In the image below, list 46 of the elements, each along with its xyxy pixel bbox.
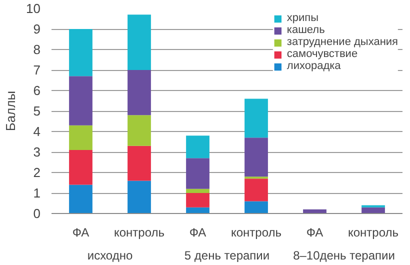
bar: [128, 115, 151, 146]
bar: [69, 184, 92, 214]
x-tick-label: контроль: [230, 226, 282, 240]
text: 8–10день терапии: [293, 248, 395, 262]
y-tick-label: 7: [33, 62, 41, 78]
bar: [128, 180, 151, 214]
y-tick-label: 9: [33, 22, 41, 36]
bar: [244, 178, 268, 202]
y-tick-label: 4: [33, 124, 41, 139]
x-tick-label: контроль: [114, 226, 165, 240]
x-tick-label: ФА: [189, 226, 206, 240]
y-tick-label: 3: [33, 144, 41, 160]
legend-label: самочувствие: [286, 48, 358, 60]
text: исходно: [87, 248, 133, 262]
y-tick-label: 10: [26, 1, 41, 16]
x-tick-label: ФА: [72, 226, 90, 240]
y-tick-label: 1: [33, 186, 41, 200]
y-tick-label: 5: [33, 104, 41, 118]
y-tick-label: 0: [33, 206, 41, 221]
bar: [362, 207, 385, 214]
legend-label: хрипы: [286, 12, 319, 24]
bar: [69, 150, 92, 185]
bar: [244, 201, 268, 214]
legend-label: кашель: [286, 24, 325, 36]
bar: [186, 188, 210, 193]
y-tick-label: 8: [33, 42, 41, 57]
text: 5 день терапии: [184, 248, 270, 262]
y-axis-title: Баллы: [3, 90, 18, 132]
bar: [128, 14, 151, 70]
bar: [69, 76, 92, 126]
bar: [186, 207, 210, 214]
bar: [69, 125, 92, 150]
bar: [186, 158, 210, 189]
y-tick-label: 2: [33, 165, 41, 180]
y-tick-label: 6: [33, 83, 41, 98]
bar: [244, 138, 268, 177]
bar: [69, 29, 92, 76]
legend-label: лихорадка: [286, 60, 341, 72]
bar: [186, 193, 210, 208]
x-tick-label: контроль: [348, 226, 399, 240]
bar: [128, 70, 151, 116]
bar: [128, 146, 151, 181]
bar: [244, 98, 268, 138]
bar: [186, 136, 210, 158]
x-tick-label: ФА: [306, 226, 324, 240]
legend-label: затруднение дыхания: [286, 36, 398, 48]
